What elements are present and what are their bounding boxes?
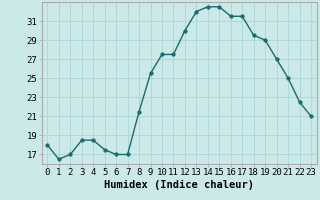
X-axis label: Humidex (Indice chaleur): Humidex (Indice chaleur) [104,180,254,190]
